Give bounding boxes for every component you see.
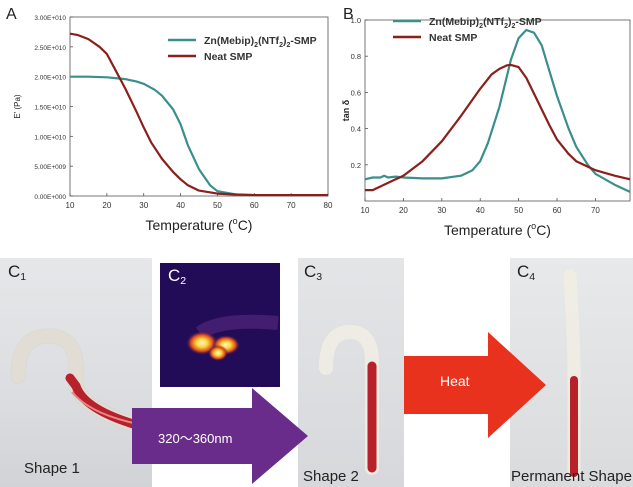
y-tick-label: 1.50E+010 (34, 105, 66, 112)
series-line (70, 75, 328, 197)
heat-arrow-label: Heat (440, 373, 470, 389)
y-axis-label: tan δ (341, 99, 351, 121)
photo-c2-letter: C2 (168, 266, 187, 288)
photo-c3-letter: C3 (304, 262, 323, 284)
series-line (364, 28, 631, 193)
y-tick-label: 1.00E+010 (34, 134, 66, 141)
uv-arrow-label: 320～360nm (158, 431, 233, 446)
plot-frame (364, 19, 631, 202)
panel-b-letter: B (343, 6, 354, 23)
x-tick-label: 30 (139, 201, 148, 210)
x-tick-label: 60 (553, 206, 562, 215)
photo-c1 (0, 258, 152, 487)
panel-a-letter: A (6, 6, 17, 23)
photo-c2-thermal (160, 263, 280, 387)
tube-shape-2-image (319, 324, 379, 475)
photo-c4 (510, 258, 633, 487)
x-tick-label: 10 (66, 201, 75, 210)
photo-c4-letter: C4 (517, 262, 536, 284)
x-tick-label: 70 (591, 206, 600, 215)
x-tick-label: 10 (361, 206, 370, 215)
photo-c1-letter: C1 (8, 262, 27, 284)
tube-permanent-shape-image (563, 269, 581, 480)
x-tick-label: 70 (287, 201, 296, 210)
legend-label: Neat SMP (204, 51, 252, 63)
x-tick-label: 30 (437, 206, 446, 215)
y-tick-label: 0.8 (351, 52, 361, 61)
uv-arrow (132, 388, 308, 484)
series-line (365, 63, 631, 192)
y-tick-label: 2.50E+010 (34, 45, 66, 52)
y-axis-label: E' (Pa) (13, 94, 22, 119)
x-axis-label: Temperature (oC) (444, 221, 551, 238)
y-tick-label: 0.6 (351, 88, 361, 97)
y-tick-label: 0.4 (351, 125, 361, 134)
series-line (69, 32, 328, 197)
y-tick-label: 0.2 (351, 161, 361, 170)
photo-c1-caption: Shape 1 (24, 460, 80, 477)
x-tick-label: 40 (176, 201, 185, 210)
photo-c4-caption: Permanent Shape (511, 468, 632, 485)
chart-b: 10 20 30 40 50 60 70 0.2 0.4 0.6 0.8 1.0 Temperature… (341, 16, 631, 238)
y-tick-label: 1.0 (351, 16, 361, 25)
x-tick-label: 50 (514, 206, 523, 215)
y-tick-label: 3.00E+010 (34, 15, 66, 22)
legend-label: Neat SMP (429, 32, 477, 44)
y-tick-label: 2.00E+010 (34, 75, 66, 82)
x-tick-label: 60 (250, 201, 259, 210)
photo-c3-caption: Shape 2 (303, 468, 359, 485)
photo-c3 (298, 258, 404, 487)
legend-label: Zn(Mebip)2(NTf2)2-SMP (429, 16, 542, 30)
y-tick-label: 0.00E+000 (34, 194, 66, 201)
tube-shape-1-image (10, 328, 148, 434)
x-tick-label: 80 (324, 201, 333, 210)
x-axis-label: Temperature (oC) (146, 216, 253, 233)
x-tick-label: 40 (476, 206, 485, 215)
y-tick-label: 5.00E+009 (34, 164, 66, 171)
x-tick-label: 50 (213, 201, 222, 210)
legend-label: Zn(Mebip)2(NTf2)2-SMP (204, 35, 317, 49)
x-tick-label: 20 (102, 201, 111, 210)
x-tick-label: 20 (399, 206, 408, 215)
heat-arrow (404, 332, 546, 438)
thermal-image (160, 263, 280, 387)
chart-a: 10 20 30 40 50 60 70 80 0.00E+000 5.00E+009 1.00E+… (13, 15, 333, 233)
